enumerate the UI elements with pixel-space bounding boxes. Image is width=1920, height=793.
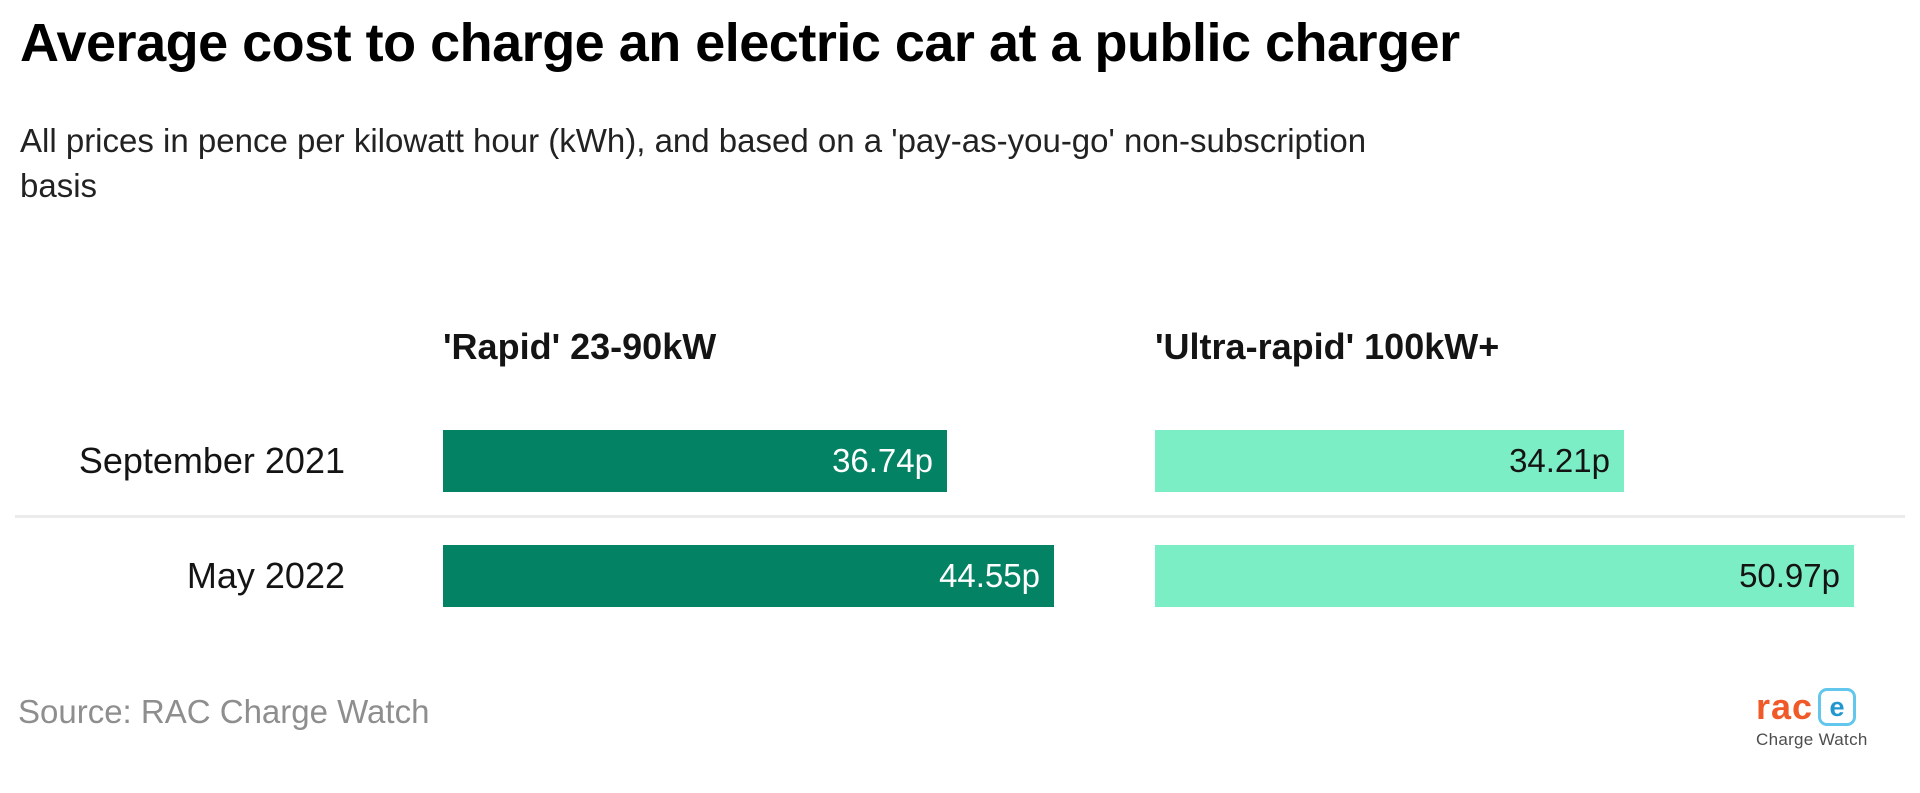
rac-logo-row: rac e	[1756, 686, 1857, 727]
bar-september-2021-rapid: 36.74p	[443, 430, 947, 492]
bar-value-label-september-2021-rapid: 36.74p	[832, 442, 933, 479]
chart-subtitle-line-1: All prices in pence per kilowatt hour (k…	[20, 122, 1367, 159]
column-header-ultra-rapid: 'Ultra-rapid' 100kW+	[1155, 326, 1500, 367]
bar-may-2022-ultra-rapid: 50.97p	[1155, 545, 1854, 607]
rac-charge-watch-logo: rac e Charge Watch	[1756, 688, 1868, 750]
bar-value-label-september-2021-ultra-rapid: 34.21p	[1509, 442, 1610, 479]
row-divider	[15, 515, 1905, 518]
row-label-september-2021: September 2021	[78, 440, 345, 481]
source-text: Source: RAC Charge Watch	[18, 693, 430, 730]
bar-value-label-may-2022-ultra-rapid: 50.97p	[1739, 557, 1840, 594]
rac-logo-brand-text: rac	[1756, 686, 1814, 727]
column-header-rapid: 'Rapid' 23-90kW	[443, 326, 717, 367]
row-label-may-2022: May 2022	[186, 555, 345, 596]
bar-september-2021-ultra-rapid: 34.21p	[1155, 430, 1624, 492]
rac-logo-e-icon: e	[1818, 688, 1857, 726]
rac-logo-product-text: Charge Watch	[1756, 730, 1868, 749]
chart-subtitle: All prices in pence per kilowatt hour (k…	[20, 118, 1860, 208]
bar-may-2022-rapid: 44.55p	[443, 545, 1054, 607]
chart-title: Average cost to charge an electric car a…	[20, 13, 1460, 73]
chart-subtitle-line-2: basis	[20, 167, 98, 204]
bar-value-label-may-2022-rapid: 44.55p	[939, 557, 1040, 594]
